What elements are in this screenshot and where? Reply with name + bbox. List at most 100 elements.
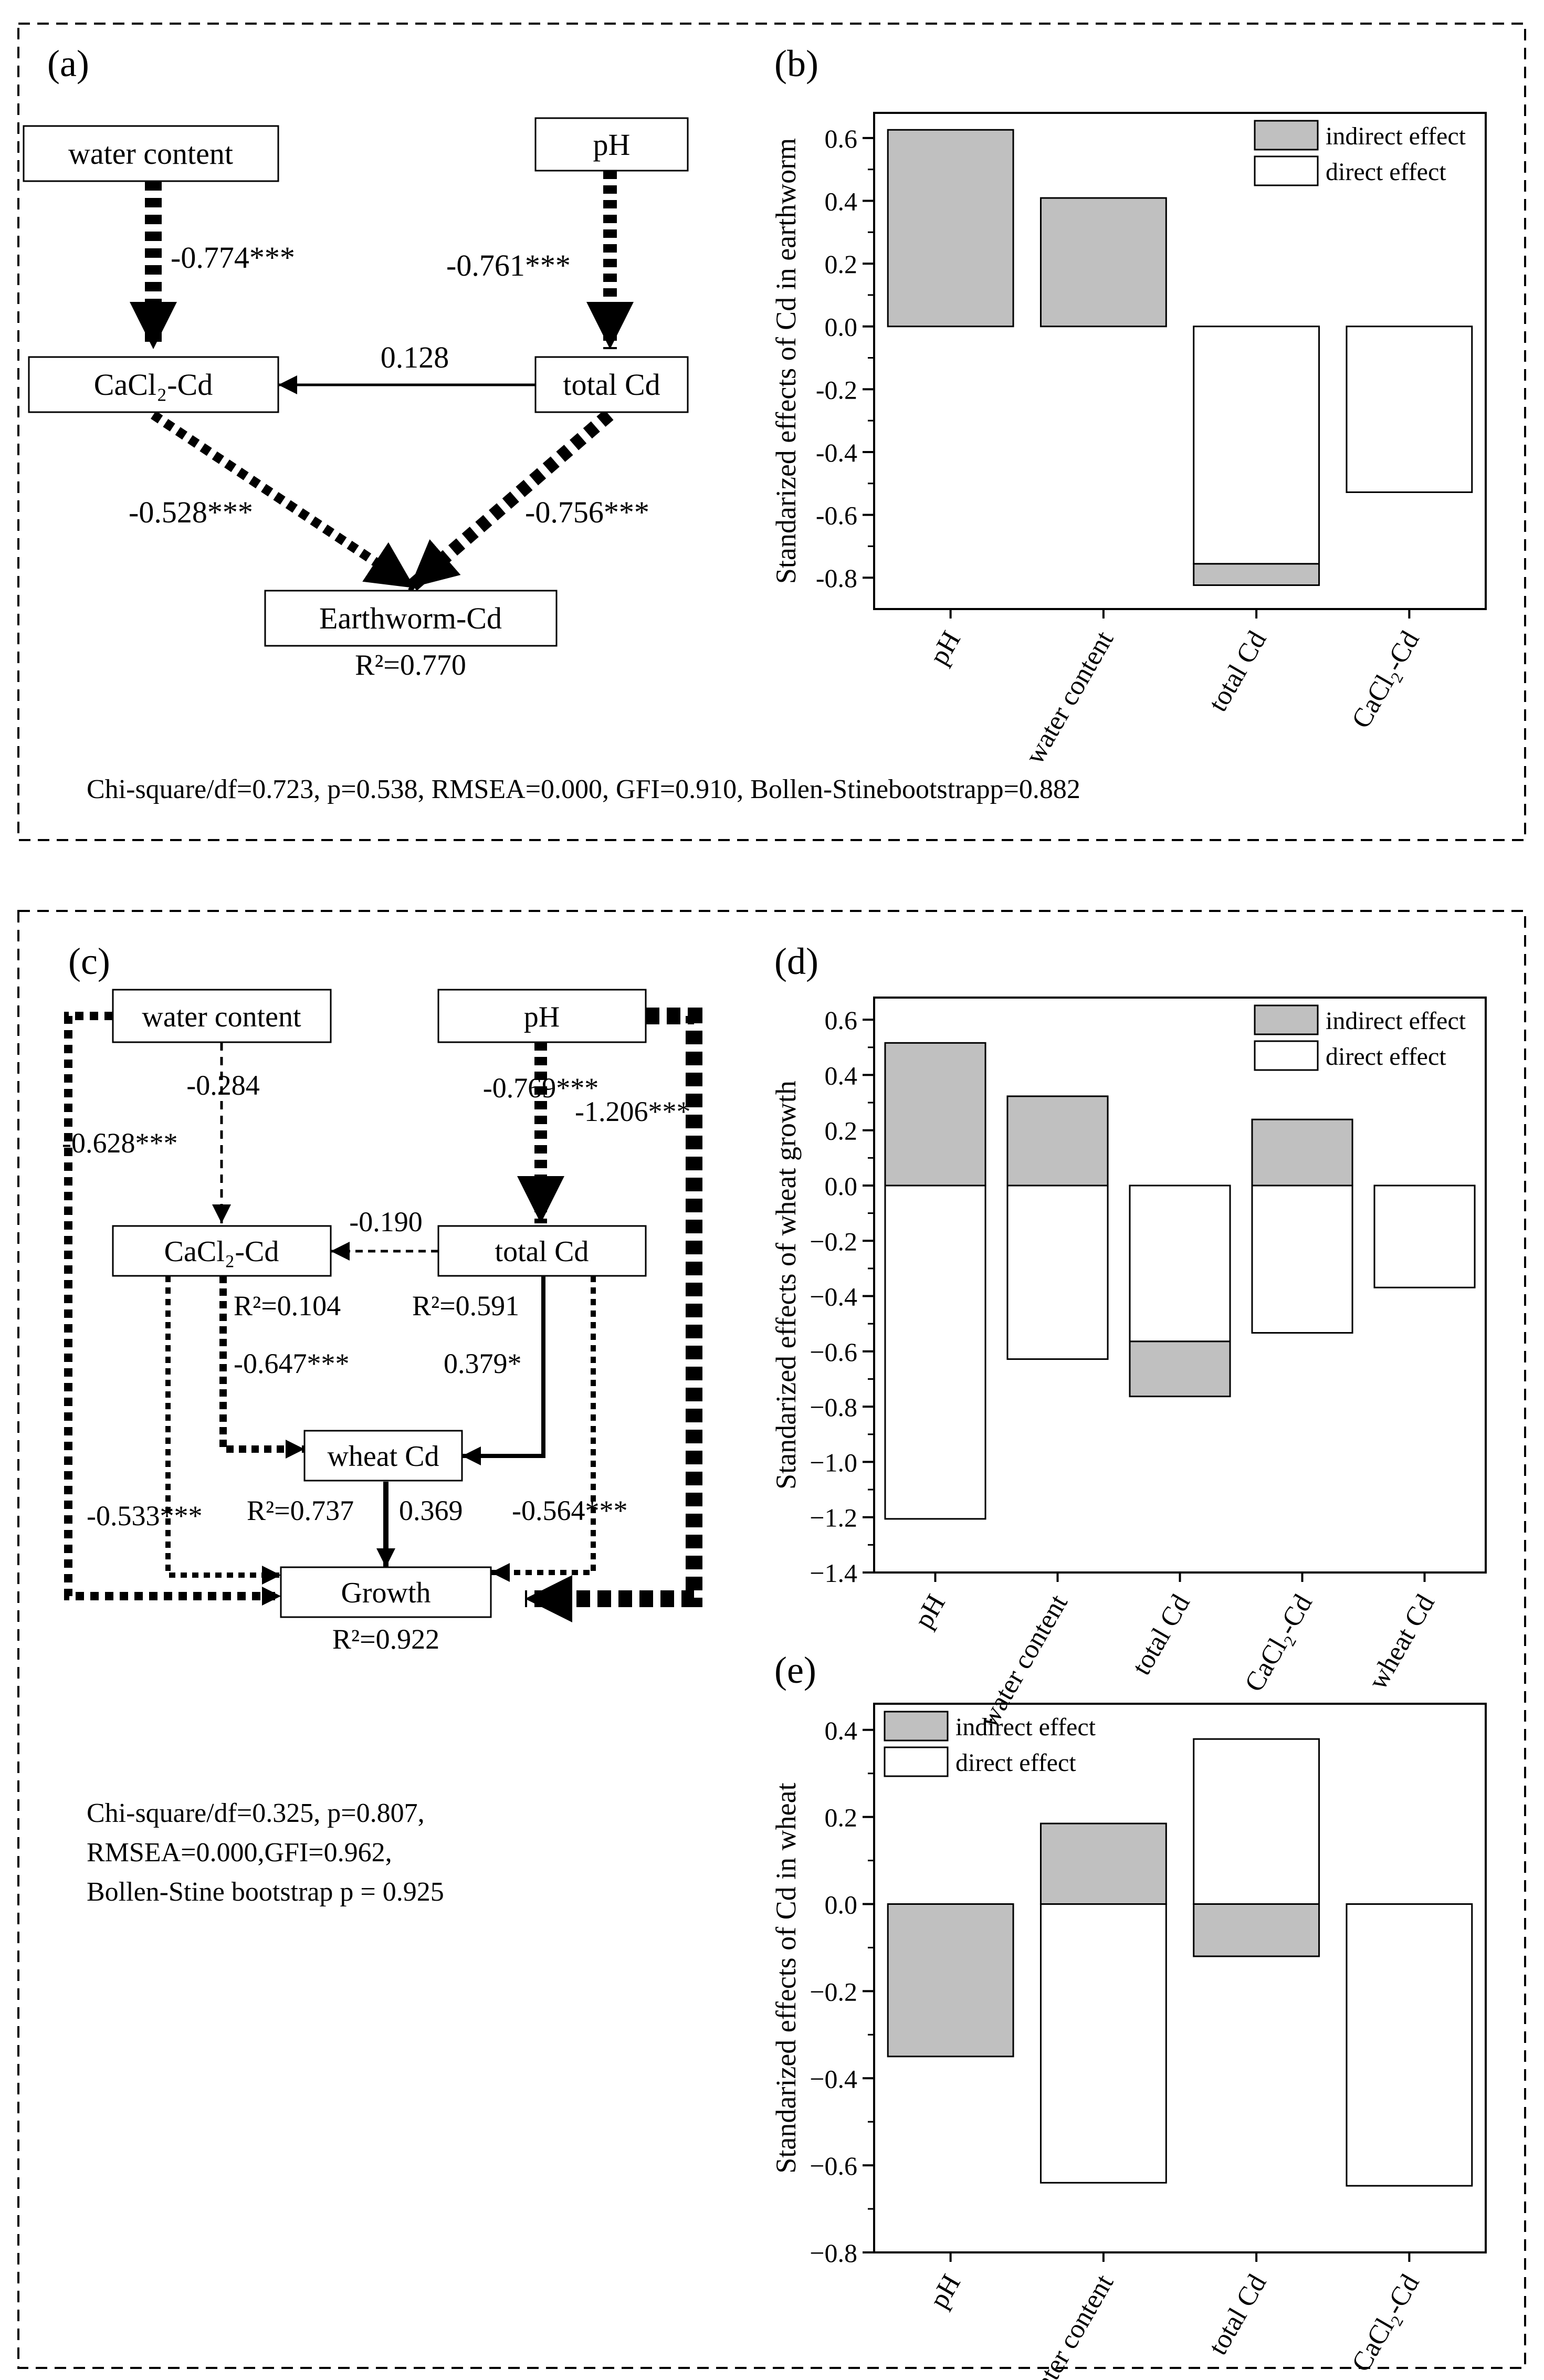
- bar-indirect-effect: [1006, 1095, 1109, 1187]
- node-total-cd-c-label: total Cd: [495, 1235, 589, 1268]
- path-cacl2-earthworm: [151, 411, 417, 592]
- bar-indirect-effect: [1193, 563, 1320, 586]
- path-total-earthworm: [405, 410, 614, 593]
- panel-label-d: (d): [774, 940, 818, 982]
- r2-wheat: R²=0.737: [247, 1495, 354, 1526]
- coef-water-cacl2-c: -0.284: [186, 1070, 259, 1101]
- y-axis-label: Standarized effects of Cd in wheat: [770, 1783, 802, 2173]
- bar-direct-effect: [1346, 1903, 1473, 2187]
- panel-label-a: (a): [47, 43, 89, 85]
- legend-label-indirect: indirect effect: [1326, 122, 1466, 150]
- coef-total-growth: -0.564***: [512, 1495, 627, 1526]
- x-tick-label: CaCl₂-Cd: [1239, 1590, 1318, 1697]
- path-ph-growth: [525, 1008, 702, 1622]
- legend-swatch-direct: [1254, 1040, 1319, 1071]
- bar-direct-effect: [1129, 1184, 1231, 1343]
- bar-direct-effect: [1346, 326, 1473, 494]
- coef-total-wheat: 0.379*: [444, 1348, 522, 1379]
- x-tick-label: water content: [1020, 2269, 1119, 2380]
- coef-total-cacl2-c: -0.190: [349, 1206, 422, 1238]
- x-tick-label: water content: [1020, 626, 1119, 769]
- y-axis-label: Standarized effects of Cd in earthworm: [770, 138, 802, 584]
- bar-direct-effect: [1006, 1184, 1109, 1360]
- y-tick-label: −0.6: [810, 2151, 857, 2180]
- path-diagram-a: water content pH CaCl₂-Cd total Cd Earth…: [23, 117, 1080, 804]
- bar-indirect-effect: [884, 1042, 986, 1187]
- path-cacl2-wheat: [219, 1276, 304, 1459]
- node-cacl2-cd-label: CaCl₂-Cd: [94, 368, 213, 402]
- node-cacl2-cd-c: [112, 1225, 332, 1277]
- coef-water-cacl2: -0.774***: [171, 240, 295, 275]
- node-water-content-c: [112, 989, 332, 1043]
- frame-bottom: [17, 910, 1526, 2369]
- chart-e: 0.4 0.2 0.0 −0.2 −0.4 −0.6 −0.8 Standarized eff…: [770, 1703, 1487, 2380]
- y-tick-label: −0.6: [810, 1337, 857, 1367]
- bar-direct-effect: [1193, 326, 1320, 565]
- legend-label-indirect: indirect effect: [1326, 1007, 1466, 1035]
- bar-direct-effect: [884, 1184, 986, 1520]
- plot-frame: [873, 1703, 1487, 2253]
- node-wheat-cd: [303, 1430, 463, 1482]
- node-water-content: [23, 125, 279, 182]
- node-ph-c: [437, 989, 647, 1043]
- bar-indirect-effect: [887, 1903, 1014, 2058]
- bar-indirect-effect: [1039, 1822, 1167, 1905]
- node-water-content-label: water content: [68, 137, 233, 171]
- node-growth: [280, 1566, 492, 1618]
- node-cacl2-cd: [28, 356, 279, 413]
- node-ph: [534, 117, 689, 172]
- fit-indices-c-line2: RMSEA=0.000,GFI=0.962,: [87, 1838, 392, 1868]
- legend-swatch-direct: [1254, 155, 1319, 186]
- coef-cacl2-growth: -0.533***: [87, 1500, 202, 1532]
- node-growth-label: Growth: [341, 1577, 430, 1609]
- bar-indirect-effect: [1193, 1903, 1320, 1957]
- node-ph-label: pH: [593, 128, 631, 162]
- legend-swatch-direct: [884, 1746, 949, 1777]
- y-tick-label: −0.2: [810, 1977, 857, 2006]
- y-tick-label: −0.4: [810, 1282, 857, 1312]
- node-wheat-cd-label: wheat Cd: [327, 1440, 439, 1473]
- y-tick-label: 0.2: [825, 249, 858, 279]
- x-tick-label: CaCl₂-Cd: [1346, 626, 1425, 733]
- bar-indirect-effect: [1039, 197, 1167, 328]
- r2-total-c: R²=0.591: [412, 1290, 519, 1322]
- legend-swatch-indirect: [1254, 120, 1319, 151]
- r2-growth: R²=0.922: [332, 1623, 439, 1655]
- legend-label-direct: direct effect: [955, 1749, 1076, 1777]
- coef-ph-growth-c: -1.206***: [575, 1096, 690, 1127]
- y-tick-label: −0.8: [810, 1392, 857, 1422]
- y-tick-label: 0.4: [825, 186, 858, 216]
- y-tick-label: −1.2: [810, 1503, 857, 1533]
- y-tick-label: 0.2: [825, 1803, 858, 1832]
- node-cacl2-cd-c-label: CaCl₂-Cd: [164, 1235, 279, 1268]
- x-tick-label: wheat Cd: [1363, 1590, 1441, 1695]
- node-total-cd: [534, 356, 689, 413]
- coef-total-cacl2: 0.128: [381, 340, 449, 374]
- coef-total-earthworm: -0.756***: [525, 495, 649, 529]
- y-tick-label: 0.6: [825, 1005, 858, 1035]
- x-tick-label: total Cd: [1126, 1590, 1195, 1680]
- y-tick-label: 0.0: [825, 1171, 858, 1201]
- path-diagram-c: water content pH CaCl₂-Cd total Cd wheat…: [62, 989, 702, 1907]
- y-tick-label: 0.6: [825, 124, 858, 153]
- y-tick-label: −1.0: [810, 1448, 857, 1477]
- y-tick-label: -0.4: [816, 438, 857, 467]
- x-tick-label: total Cd: [1203, 2270, 1272, 2360]
- x-tick-label: pH: [924, 2270, 967, 2314]
- node-water-content-c-label: water content: [142, 1001, 301, 1033]
- x-tick-label: CaCl₂-Cd: [1346, 2270, 1425, 2377]
- bar-direct-effect: [1251, 1184, 1353, 1334]
- r2-cacl2-c: R²=0.104: [234, 1290, 341, 1322]
- y-tick-label: −0.2: [810, 1226, 857, 1256]
- node-earthworm-cd: [264, 590, 558, 647]
- y-tick-label: −0.8: [810, 2238, 857, 2268]
- r2-earthworm: R²=0.770: [355, 649, 466, 682]
- y-tick-label: 0.0: [825, 1890, 858, 1920]
- coef-ph-total-c: -0.769***: [483, 1072, 598, 1104]
- chart-b: 0.6 0.4 0.2 0.0 -0.2 -0.4 -0.6 -0.8 Standarized …: [770, 112, 1487, 769]
- panel-label-e: (e): [774, 1649, 816, 1691]
- y-tick-label: −0.4: [810, 2064, 857, 2093]
- coef-wheat-growth: 0.369: [399, 1495, 463, 1526]
- bar-direct-effect: [1193, 1738, 1320, 1905]
